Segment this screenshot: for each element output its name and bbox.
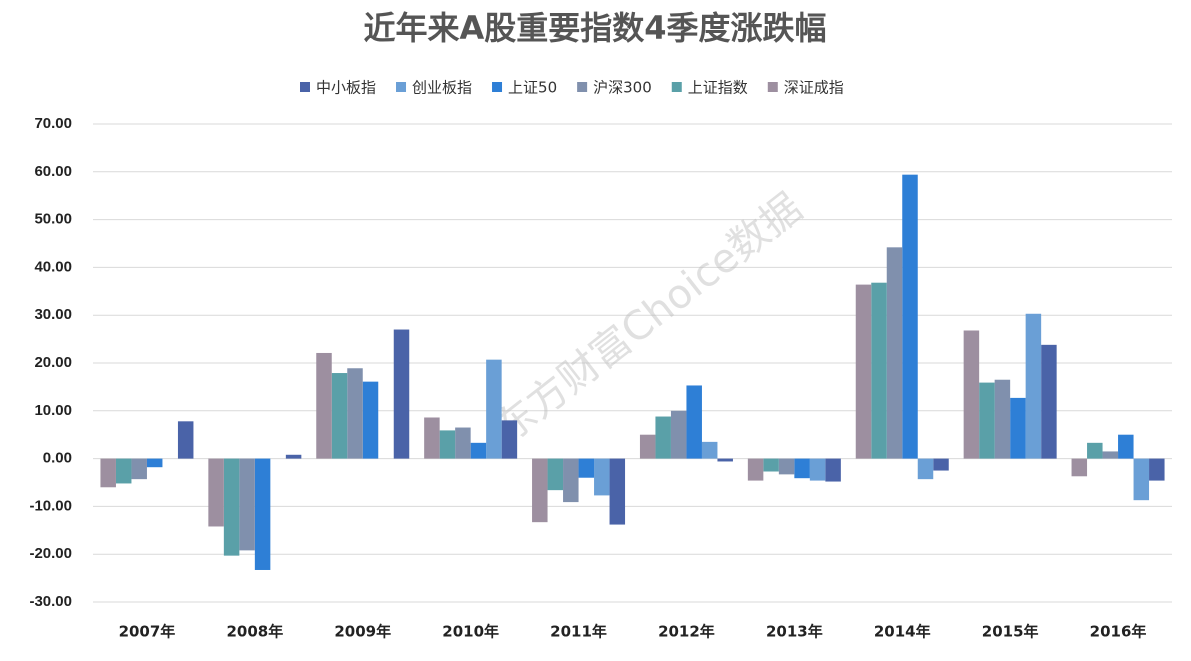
y-tick-label: 30.00 [34, 306, 72, 323]
bar [963, 330, 980, 459]
y-tick-label: 40.00 [34, 258, 72, 275]
bar [1025, 313, 1042, 459]
bar [594, 458, 610, 496]
bar [855, 284, 872, 459]
bar [115, 458, 132, 484]
bar [470, 442, 487, 459]
bar [917, 458, 934, 480]
bar [609, 458, 626, 525]
bar [1118, 434, 1134, 459]
bar [994, 379, 1011, 459]
x-tick-label: 2010年 [442, 623, 499, 641]
legend-swatch [396, 82, 407, 92]
x-tick-label: 2009年 [334, 623, 391, 641]
bar [208, 458, 224, 527]
bar [747, 458, 764, 481]
bar [655, 416, 671, 459]
bar [486, 359, 502, 459]
bar [670, 410, 687, 459]
bar [1041, 344, 1057, 459]
bar [717, 458, 733, 462]
bar [778, 458, 795, 475]
legend-label: 上证50 [508, 79, 557, 97]
y-tick-label: -10.00 [29, 497, 72, 514]
bar [439, 430, 456, 459]
bar [1071, 458, 1088, 477]
bar [501, 420, 518, 459]
legend-label: 深证成指 [784, 79, 844, 97]
bar [223, 458, 240, 556]
bar [455, 427, 471, 459]
bar [362, 381, 379, 459]
legend-swatch [767, 82, 778, 92]
legend-label: 创业板指 [412, 79, 472, 97]
chart-title: 近年来A股重要指数4季度涨跌幅 [363, 9, 826, 47]
bar [794, 458, 810, 479]
legend-swatch [671, 82, 682, 92]
legend-label: 中小板指 [316, 79, 376, 97]
x-tick-label: 2012年 [658, 623, 715, 641]
y-tick-label: -20.00 [29, 545, 72, 562]
bar [809, 458, 826, 481]
y-tick-label: -30.00 [29, 593, 72, 610]
legend-swatch [492, 82, 503, 92]
bar [146, 458, 163, 468]
bar [547, 458, 564, 491]
bar [763, 458, 779, 472]
y-tick-label: 70.00 [34, 115, 72, 132]
bar [532, 458, 548, 523]
bar [578, 458, 595, 478]
bar [285, 454, 302, 459]
y-tick-label: 20.00 [34, 354, 72, 371]
bar [393, 329, 410, 459]
x-tick-label: 2016年 [1090, 623, 1147, 641]
x-tick-label: 2013年 [766, 623, 823, 641]
bar [701, 441, 718, 459]
bar [686, 385, 702, 459]
bar [1087, 442, 1103, 459]
bar [871, 282, 887, 459]
bar [239, 458, 255, 551]
x-tick-label: 2007年 [119, 623, 176, 641]
bar [177, 421, 194, 459]
bar [1010, 397, 1026, 459]
bar [1149, 458, 1165, 481]
y-tick-label: 60.00 [34, 163, 72, 180]
legend-label: 上证指数 [688, 79, 748, 97]
bar [1102, 451, 1119, 459]
bar [639, 434, 656, 459]
bar [131, 458, 147, 480]
bar [331, 373, 348, 459]
y-tick-label: 10.00 [34, 402, 72, 419]
legend-label: 沪深300 [593, 79, 652, 97]
bar [1133, 458, 1150, 501]
x-tick-label: 2015年 [982, 623, 1039, 641]
bar [979, 382, 995, 459]
bar [316, 352, 332, 459]
y-tick-label: 0.00 [43, 450, 72, 467]
bar [563, 458, 579, 503]
bar [886, 247, 903, 459]
bar [424, 417, 440, 459]
bar [254, 458, 271, 570]
x-tick-label: 2011年 [550, 623, 607, 641]
bar [902, 174, 918, 459]
watermark: 东方财富Choice数据 [487, 185, 811, 452]
bar [933, 458, 949, 471]
y-tick-label: 50.00 [34, 211, 72, 228]
x-tick-label: 2008年 [226, 623, 283, 641]
bar [100, 458, 116, 488]
legend-swatch [300, 82, 310, 92]
bar [347, 368, 363, 459]
bar [825, 458, 841, 482]
x-tick-label: 2014年 [874, 623, 931, 641]
legend-swatch [577, 82, 588, 92]
